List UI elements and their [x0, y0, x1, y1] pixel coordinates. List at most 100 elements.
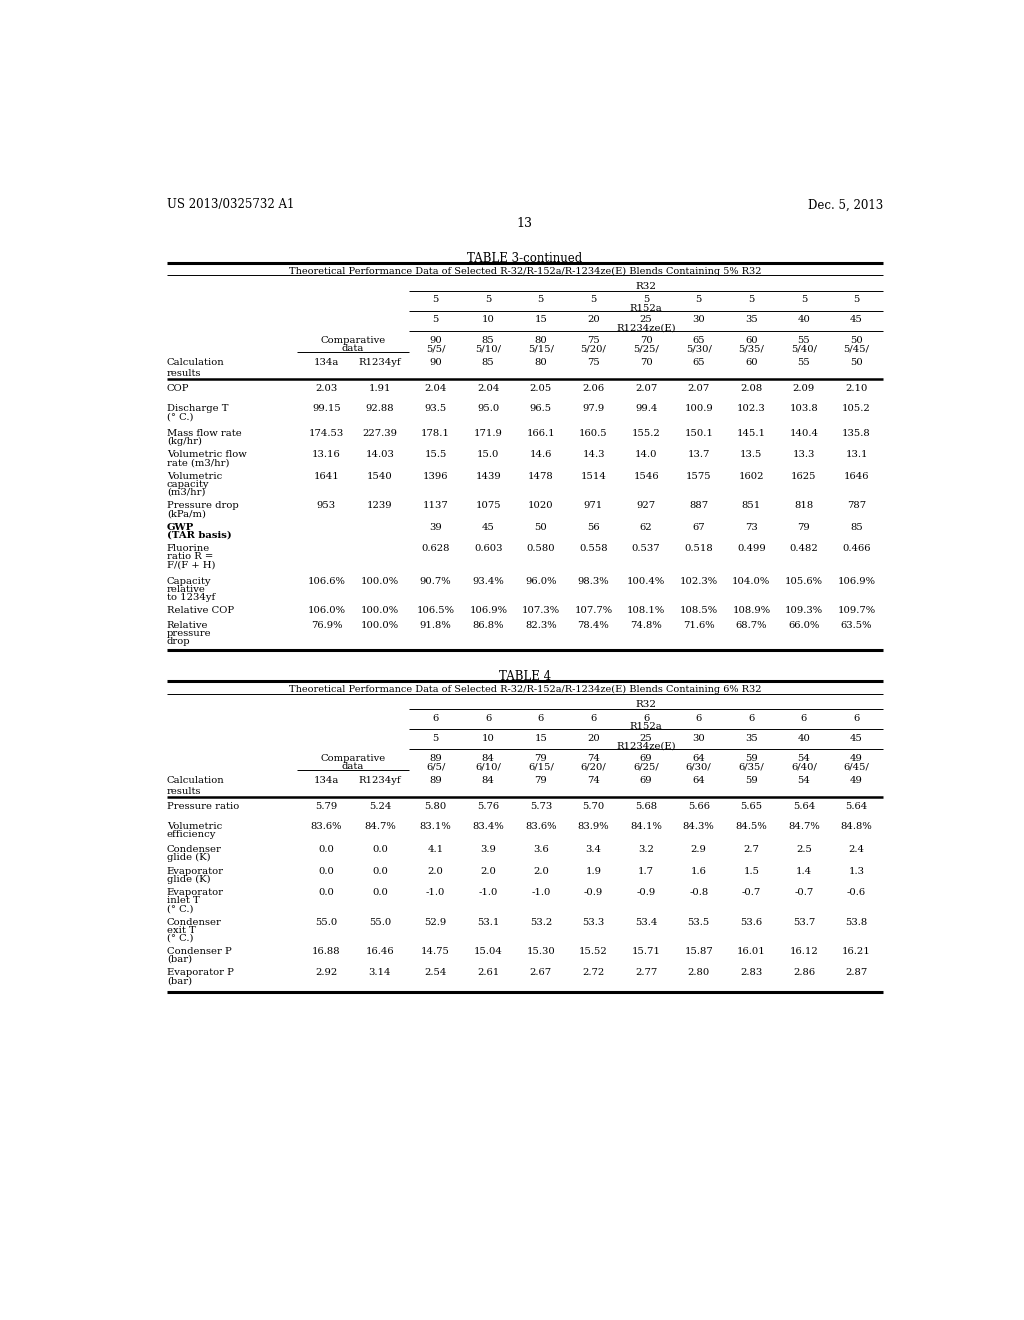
- Text: 4.1: 4.1: [428, 845, 443, 854]
- Text: 174.53: 174.53: [309, 429, 344, 438]
- Text: COP: COP: [167, 384, 189, 393]
- Text: 78.4%: 78.4%: [578, 622, 609, 630]
- Text: 0.580: 0.580: [526, 544, 555, 553]
- Text: 13.5: 13.5: [740, 450, 763, 459]
- Text: pressure: pressure: [167, 630, 211, 639]
- Text: 15.5: 15.5: [424, 450, 446, 459]
- Text: 1020: 1020: [528, 502, 554, 510]
- Text: 16.12: 16.12: [790, 946, 818, 956]
- Text: GWP: GWP: [167, 523, 194, 532]
- Text: 5: 5: [432, 734, 439, 743]
- Text: 2.07: 2.07: [687, 384, 710, 393]
- Text: 69: 69: [640, 776, 652, 785]
- Text: 5/25/: 5/25/: [633, 345, 659, 354]
- Text: 2.5: 2.5: [796, 845, 812, 854]
- Text: 5/10/: 5/10/: [475, 345, 501, 354]
- Text: 14.75: 14.75: [421, 946, 451, 956]
- Text: 83.9%: 83.9%: [578, 822, 609, 832]
- Text: 106.6%: 106.6%: [307, 577, 345, 586]
- Text: 14.6: 14.6: [529, 450, 552, 459]
- Text: 13.3: 13.3: [793, 450, 815, 459]
- Text: 106.9%: 106.9%: [838, 577, 876, 586]
- Text: 70: 70: [640, 337, 652, 346]
- Text: 54: 54: [798, 755, 810, 763]
- Text: 105.6%: 105.6%: [785, 577, 823, 586]
- Text: 45: 45: [850, 315, 863, 325]
- Text: results: results: [167, 368, 202, 378]
- Text: 2.83: 2.83: [740, 969, 763, 977]
- Text: 2.03: 2.03: [315, 384, 338, 393]
- Text: 16.46: 16.46: [366, 946, 394, 956]
- Text: 10: 10: [482, 315, 495, 325]
- Text: 109.7%: 109.7%: [838, 606, 876, 615]
- Text: Mass flow rate: Mass flow rate: [167, 429, 242, 438]
- Text: 16.88: 16.88: [312, 946, 341, 956]
- Text: 62: 62: [640, 523, 652, 532]
- Text: 0.466: 0.466: [843, 544, 870, 553]
- Text: 953: 953: [316, 502, 336, 510]
- Text: 5.76: 5.76: [477, 803, 500, 810]
- Text: TABLE 3-continued: TABLE 3-continued: [467, 252, 583, 265]
- Text: rate (m3/hr): rate (m3/hr): [167, 458, 229, 467]
- Text: 25: 25: [640, 315, 652, 325]
- Text: 84: 84: [482, 776, 495, 785]
- Text: 1137: 1137: [423, 502, 449, 510]
- Text: 818: 818: [795, 502, 813, 510]
- Text: 2.77: 2.77: [635, 969, 657, 977]
- Text: 1.91: 1.91: [369, 384, 391, 393]
- Text: 107.7%: 107.7%: [574, 606, 612, 615]
- Text: 5/35/: 5/35/: [738, 345, 764, 354]
- Text: 227.39: 227.39: [362, 429, 397, 438]
- Text: 13: 13: [517, 216, 532, 230]
- Text: 6/25/: 6/25/: [633, 763, 659, 771]
- Text: 83.6%: 83.6%: [310, 822, 342, 832]
- Text: 0.558: 0.558: [580, 544, 608, 553]
- Text: to 1234yf: to 1234yf: [167, 593, 215, 602]
- Text: 2.04: 2.04: [477, 384, 500, 393]
- Text: 64: 64: [692, 755, 706, 763]
- Text: 6: 6: [853, 714, 860, 722]
- Text: 5.73: 5.73: [529, 803, 552, 810]
- Text: 1.6: 1.6: [691, 867, 707, 875]
- Text: 75: 75: [587, 337, 600, 346]
- Text: -0.9: -0.9: [584, 888, 603, 898]
- Text: 74: 74: [587, 755, 600, 763]
- Text: 6/10/: 6/10/: [475, 763, 501, 771]
- Text: 55.0: 55.0: [369, 917, 391, 927]
- Text: 100.0%: 100.0%: [360, 622, 399, 630]
- Text: 102.3: 102.3: [737, 404, 766, 413]
- Text: 971: 971: [584, 502, 603, 510]
- Text: 5.65: 5.65: [740, 803, 763, 810]
- Text: 16.01: 16.01: [737, 946, 766, 956]
- Text: 5: 5: [590, 296, 597, 305]
- Text: 106.5%: 106.5%: [417, 606, 455, 615]
- Text: 851: 851: [741, 502, 761, 510]
- Text: 5: 5: [695, 296, 701, 305]
- Text: 96.5: 96.5: [529, 404, 552, 413]
- Text: 134a: 134a: [313, 776, 339, 785]
- Text: 0.0: 0.0: [372, 888, 388, 898]
- Text: 108.1%: 108.1%: [627, 606, 666, 615]
- Text: 1546: 1546: [633, 471, 658, 480]
- Text: 79: 79: [535, 755, 547, 763]
- Text: 20: 20: [587, 315, 600, 325]
- Text: 60: 60: [745, 358, 758, 367]
- Text: 15.30: 15.30: [526, 946, 555, 956]
- Text: 109.3%: 109.3%: [784, 606, 823, 615]
- Text: 30: 30: [692, 734, 706, 743]
- Text: 2.0: 2.0: [532, 867, 549, 875]
- Text: 1575: 1575: [686, 471, 712, 480]
- Text: 15.52: 15.52: [580, 946, 608, 956]
- Text: 155.2: 155.2: [632, 429, 660, 438]
- Text: (kPa/m): (kPa/m): [167, 510, 206, 519]
- Text: ratio R =: ratio R =: [167, 552, 213, 561]
- Text: Condenser P: Condenser P: [167, 946, 231, 956]
- Text: 55.0: 55.0: [315, 917, 338, 927]
- Text: Volumetric: Volumetric: [167, 822, 222, 832]
- Text: 1439: 1439: [475, 471, 501, 480]
- Text: 98.3%: 98.3%: [578, 577, 609, 586]
- Text: 6/35/: 6/35/: [738, 763, 764, 771]
- Text: 104.0%: 104.0%: [732, 577, 770, 586]
- Text: 6: 6: [591, 714, 597, 722]
- Text: 160.5: 160.5: [580, 429, 608, 438]
